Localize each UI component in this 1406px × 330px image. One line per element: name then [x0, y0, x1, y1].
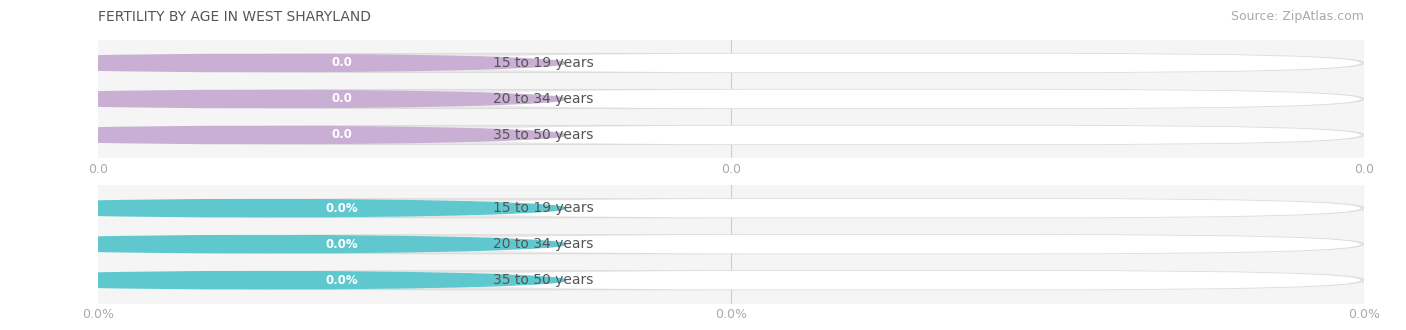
- Text: 20 to 34 years: 20 to 34 years: [494, 237, 593, 251]
- Text: 0.0%: 0.0%: [326, 274, 359, 287]
- FancyBboxPatch shape: [153, 56, 531, 70]
- Circle shape: [0, 90, 565, 108]
- Text: 0.0: 0.0: [332, 128, 353, 142]
- FancyBboxPatch shape: [98, 199, 1364, 217]
- FancyBboxPatch shape: [427, 271, 1360, 289]
- Circle shape: [0, 272, 565, 289]
- Circle shape: [0, 200, 565, 217]
- Text: 0.0%: 0.0%: [326, 202, 359, 215]
- FancyBboxPatch shape: [427, 90, 1360, 108]
- Text: 0.0: 0.0: [332, 56, 353, 70]
- Circle shape: [0, 54, 565, 72]
- FancyBboxPatch shape: [98, 54, 1364, 72]
- Text: 0.0: 0.0: [332, 92, 353, 106]
- FancyBboxPatch shape: [427, 54, 1360, 72]
- FancyBboxPatch shape: [98, 90, 1364, 108]
- FancyBboxPatch shape: [427, 126, 1360, 144]
- FancyBboxPatch shape: [153, 201, 531, 215]
- FancyBboxPatch shape: [98, 271, 1364, 289]
- Text: 15 to 19 years: 15 to 19 years: [494, 201, 593, 215]
- FancyBboxPatch shape: [153, 92, 531, 106]
- Text: 35 to 50 years: 35 to 50 years: [494, 273, 593, 287]
- FancyBboxPatch shape: [98, 126, 1364, 144]
- FancyBboxPatch shape: [98, 235, 1364, 253]
- Text: FERTILITY BY AGE IN WEST SHARYLAND: FERTILITY BY AGE IN WEST SHARYLAND: [98, 10, 371, 24]
- FancyBboxPatch shape: [153, 128, 531, 142]
- FancyBboxPatch shape: [427, 199, 1360, 217]
- Circle shape: [0, 126, 565, 144]
- Circle shape: [0, 236, 565, 253]
- FancyBboxPatch shape: [153, 238, 531, 251]
- Text: 35 to 50 years: 35 to 50 years: [494, 128, 593, 142]
- Text: 20 to 34 years: 20 to 34 years: [494, 92, 593, 106]
- FancyBboxPatch shape: [153, 274, 531, 287]
- Text: 15 to 19 years: 15 to 19 years: [494, 56, 593, 70]
- Text: Source: ZipAtlas.com: Source: ZipAtlas.com: [1230, 10, 1364, 23]
- Text: 0.0%: 0.0%: [326, 238, 359, 251]
- FancyBboxPatch shape: [427, 235, 1360, 253]
